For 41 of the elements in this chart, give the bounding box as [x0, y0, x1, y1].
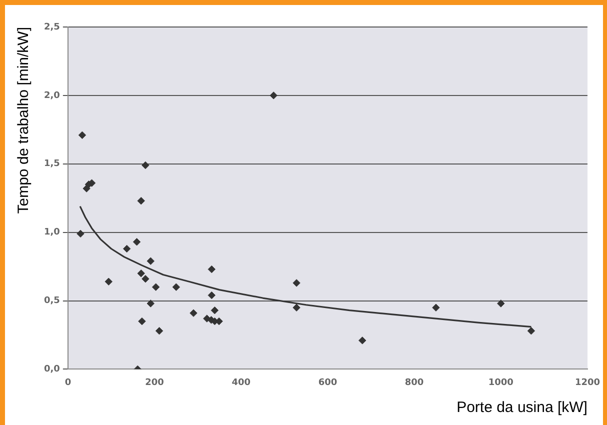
point [76, 230, 84, 238]
x-tick-label: 1200 [574, 378, 600, 388]
point [432, 304, 440, 312]
point [155, 327, 164, 335]
y-axis-title: Tempo de trabalho [min/kW] [15, 27, 32, 214]
x-tick-label: 0 [64, 378, 72, 388]
point [146, 257, 154, 265]
point [146, 300, 154, 308]
point [292, 279, 300, 287]
point [132, 238, 141, 246]
point [527, 327, 536, 335]
x-tick-label: 200 [145, 378, 164, 388]
point [270, 92, 278, 100]
y-tick-label: 1,5 [44, 159, 60, 170]
point [78, 131, 86, 139]
point [137, 270, 145, 278]
point [138, 317, 146, 326]
point [142, 161, 150, 170]
point [122, 244, 131, 253]
point [172, 283, 180, 291]
y-tick-label: 2,5 [44, 22, 60, 32]
y-tick-label: 0,5 [44, 296, 60, 306]
point [210, 306, 219, 314]
point [104, 278, 112, 286]
point [208, 291, 216, 300]
point [292, 304, 300, 312]
point [358, 336, 366, 344]
point [137, 196, 145, 205]
point [497, 300, 505, 308]
y-tick-label: 0,0 [44, 364, 60, 375]
y-tick-label: 1,0 [44, 228, 60, 238]
x-tick-label: 800 [404, 378, 424, 388]
point [142, 275, 150, 283]
y-tick-label: 2,0 [44, 90, 60, 101]
x-tick-label: 600 [318, 378, 338, 388]
x-tick-label: 400 [232, 378, 251, 388]
x-tick-label: 1000 [488, 378, 514, 388]
point [152, 283, 160, 291]
x-axis-title: Porte da usina [kW] [456, 399, 588, 416]
point [190, 309, 198, 317]
point [208, 265, 216, 274]
